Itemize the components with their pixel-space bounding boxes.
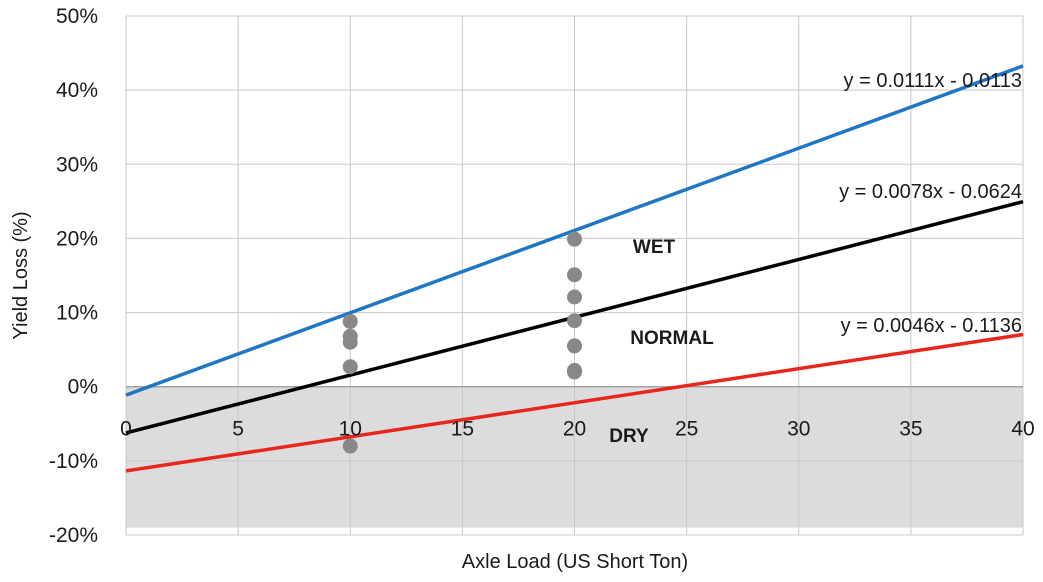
x-tick-label: 35 — [899, 418, 922, 441]
label-layer: -20% -10% 0% 10% 20% 30% 40% 50% 0 5 10 15 20 25 30 35 4… — [10, 5, 1035, 573]
data-point — [342, 334, 358, 350]
zone-label-normal: NORMAL — [630, 328, 714, 349]
data-point — [342, 438, 358, 454]
data-point — [567, 313, 582, 329]
x-tick-label: 5 — [232, 418, 244, 441]
data-point-layer — [342, 231, 582, 454]
trendline-dry — [125, 332, 1024, 473]
x-tick-label: 0 — [120, 418, 132, 441]
y-tick-label: -20% — [49, 524, 98, 547]
data-point — [567, 267, 582, 283]
x-tick-label: 15 — [451, 418, 474, 441]
x-axis-title: Axle Load (US Short Ton) — [462, 551, 688, 573]
y-tick-label: 0% — [68, 376, 98, 399]
x-tick-label: 20 — [563, 418, 586, 441]
x-tick-label: 25 — [675, 418, 698, 441]
trendline-equation-wet: y = 0.0111x - 0.0113 — [844, 70, 1022, 92]
y-tick-label: 10% — [56, 302, 98, 325]
y-tick-label: 40% — [56, 79, 98, 102]
trendline-equation-normal: y = 0.0078x - 0.0624 — [839, 181, 1022, 203]
data-point — [567, 289, 582, 305]
y-tick-label: 30% — [56, 153, 98, 176]
data-point — [567, 231, 582, 247]
data-point — [342, 359, 358, 375]
trendline-equation-dry: y = 0.0046x - 0.1136 — [841, 315, 1022, 337]
zone-label-dry: DRY — [609, 426, 649, 447]
y-axis-title: Yield Loss (%) — [10, 211, 32, 339]
x-tick-label: 30 — [787, 418, 810, 441]
data-point — [567, 364, 582, 380]
trendline-wet — [125, 64, 1024, 397]
x-tick-label: 40 — [1011, 418, 1034, 441]
x-tick-label: 10 — [339, 418, 362, 441]
y-tick-label: 20% — [56, 227, 98, 250]
data-point — [342, 313, 358, 329]
data-point — [567, 338, 582, 354]
y-tick-label: -10% — [49, 450, 98, 473]
zone-label-wet: WET — [633, 237, 676, 258]
y-tick-label: 50% — [56, 5, 98, 28]
